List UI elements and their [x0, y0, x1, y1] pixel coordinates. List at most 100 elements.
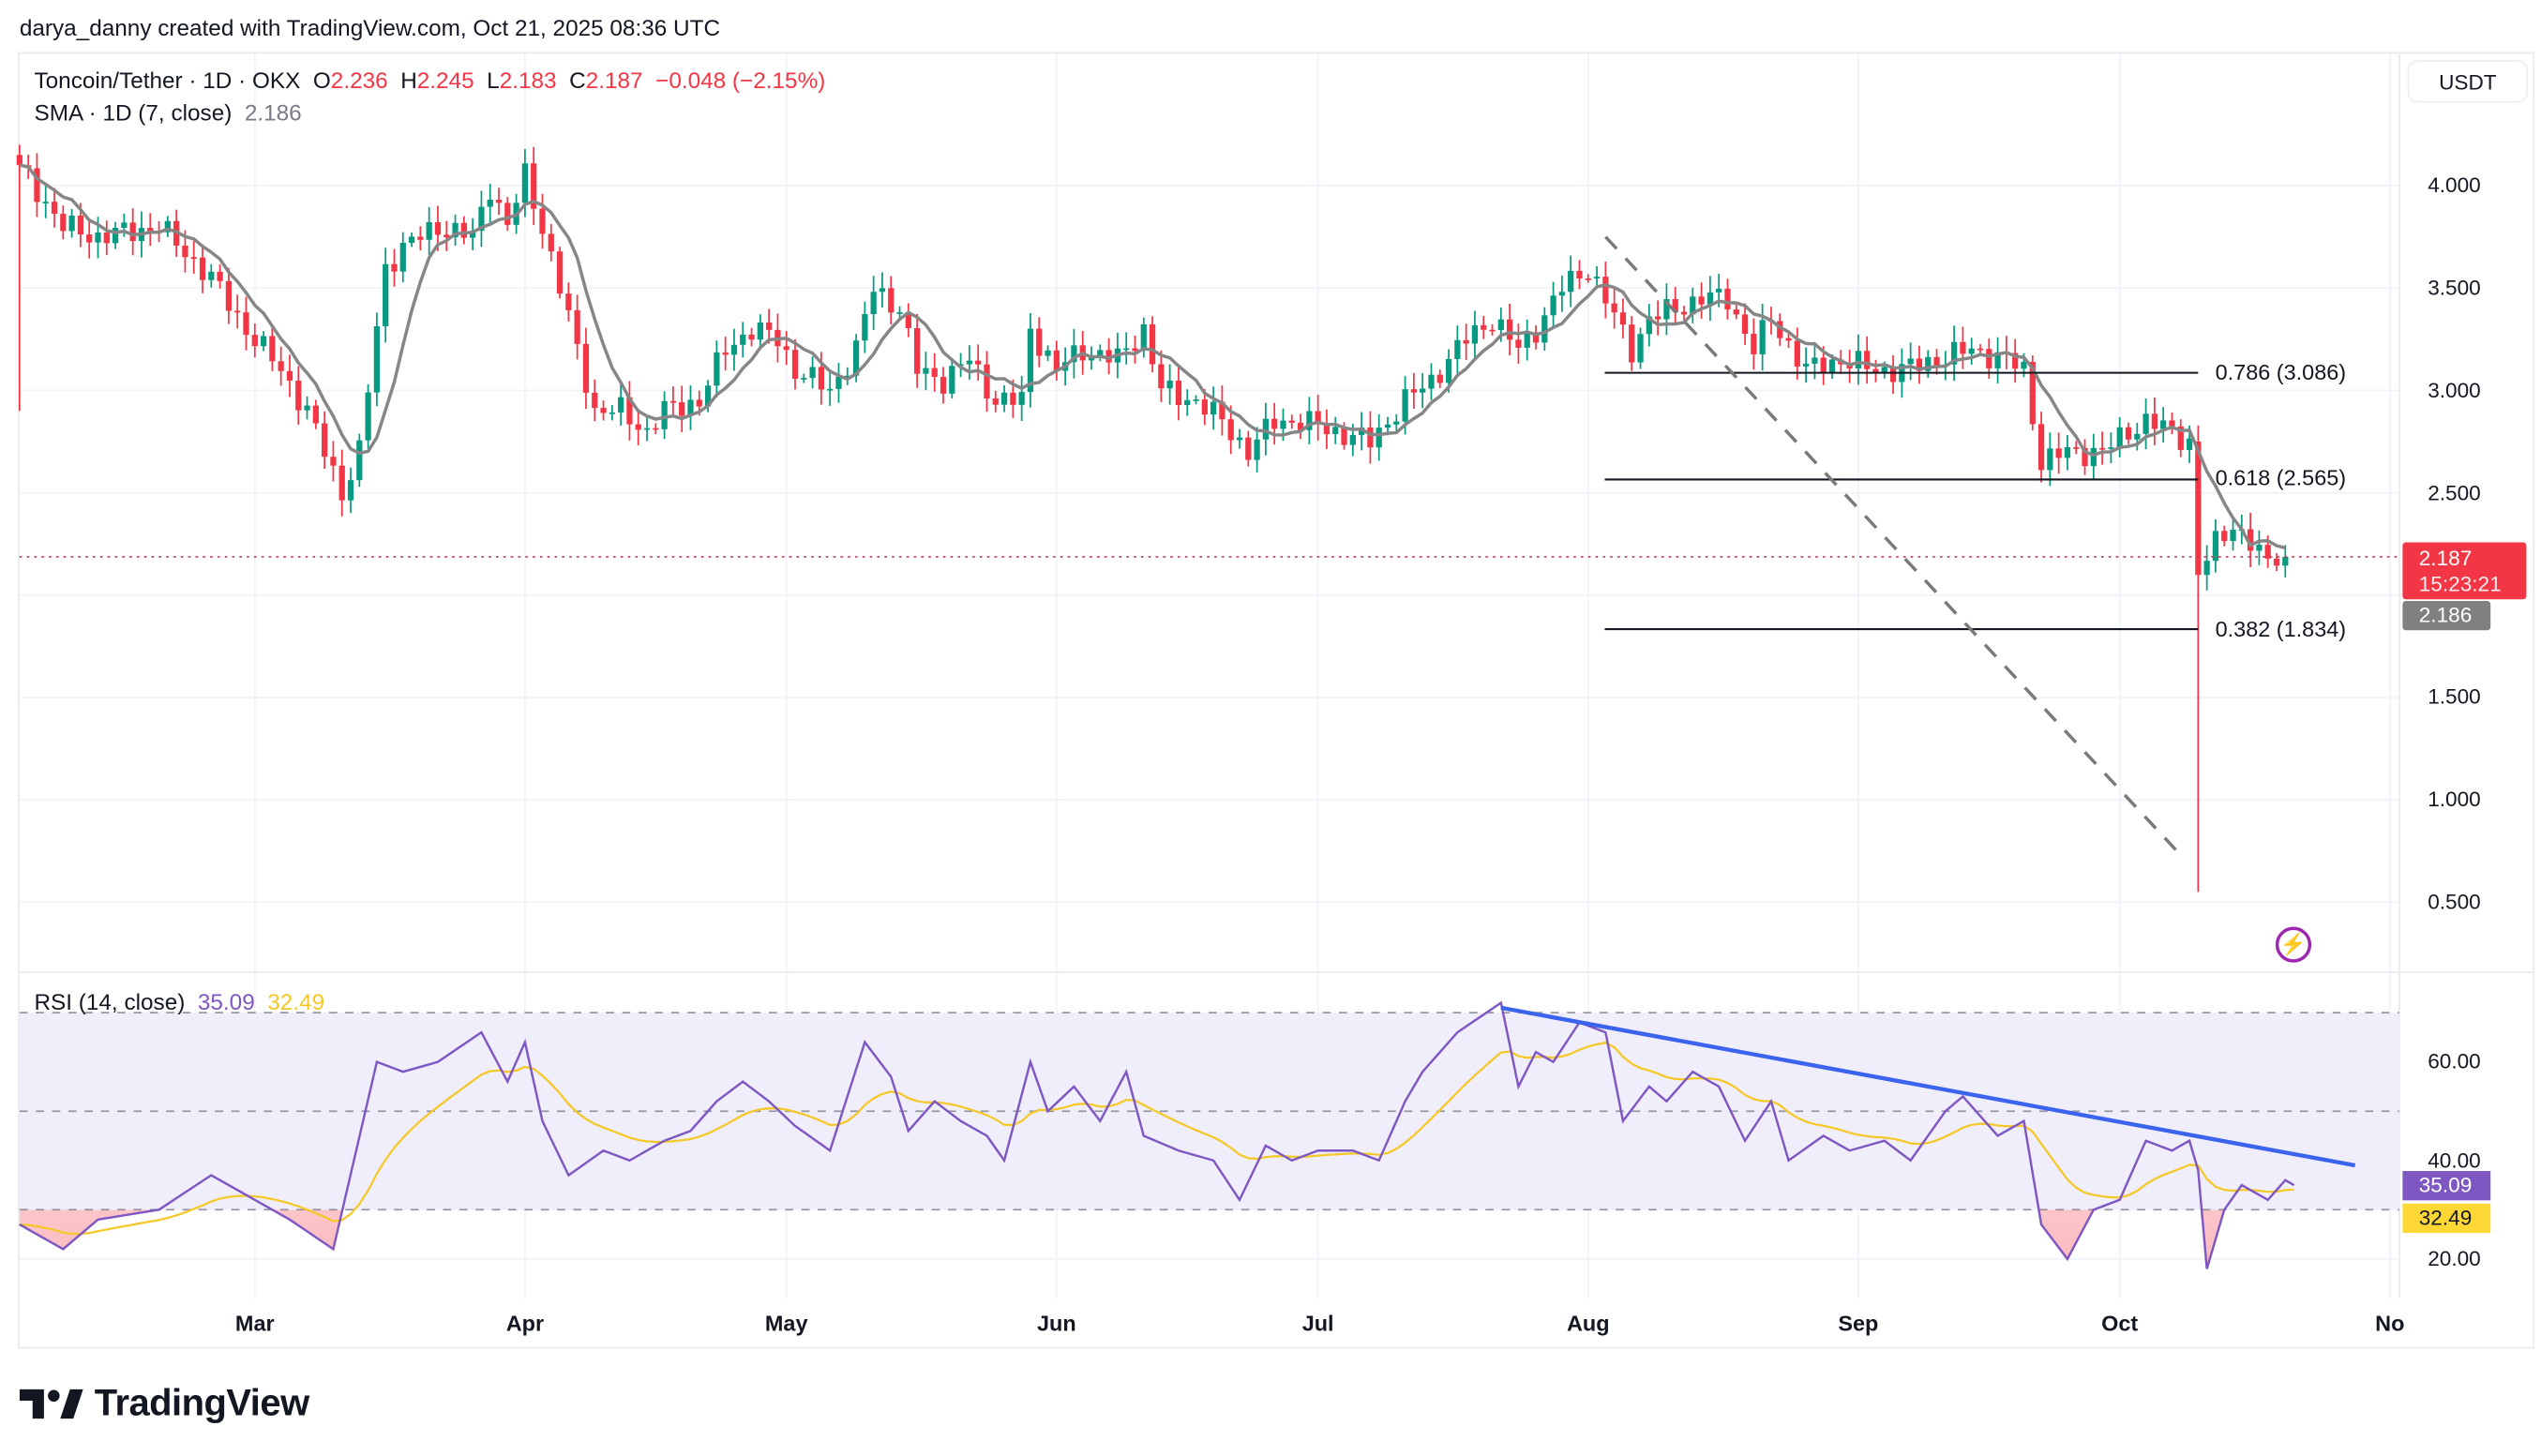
candles [16, 144, 2289, 893]
candle-body [1611, 303, 1617, 313]
candle-body [1306, 411, 1313, 430]
symbol-name[interactable]: Toncoin/Tether · 1D · OKX [34, 67, 301, 94]
candle-body [1960, 341, 1966, 354]
time-tick-label: Jun [1036, 1311, 1076, 1336]
candle-body [1506, 319, 1513, 340]
candle-body [1759, 320, 1766, 354]
last-price-tag: 2.187 15:23:21 [2402, 542, 2527, 600]
candle-body [870, 292, 877, 315]
candle-body [2037, 424, 2045, 471]
sma-value: 2.186 [244, 98, 302, 126]
candle-body [322, 423, 328, 458]
candle-body [1367, 427, 1374, 448]
lightning-icon[interactable]: ⚡ [2275, 926, 2312, 963]
candle-body [669, 400, 677, 403]
candle-body [1550, 295, 1556, 316]
candle-body [626, 397, 633, 425]
candle-body [129, 222, 136, 242]
candle-body [1986, 349, 1992, 368]
candle-body [679, 401, 685, 416]
candle-body [2160, 420, 2167, 429]
candle-body [286, 370, 293, 381]
candle-body [278, 361, 284, 371]
sma-legend[interactable]: SMA · 1D (7, close) 2.186 [34, 99, 301, 126]
time-tick-label: Jul [1301, 1311, 1334, 1336]
candle-body [1184, 399, 1191, 406]
low-value: 2.183 [499, 67, 557, 94]
candle-body [434, 222, 442, 235]
candle-body [243, 312, 249, 336]
candle-body [1036, 328, 1043, 356]
price-tick-label: 2.500 [2428, 479, 2481, 504]
fib-label-0618: 0.618 (2.565) [2215, 465, 2347, 490]
candle-body [1489, 329, 1496, 332]
candle-body [34, 168, 40, 203]
open-value: 2.236 [330, 67, 388, 94]
time-tick-label: Mar [234, 1311, 275, 1336]
change-value: −0.048 (−2.15%) [655, 67, 826, 94]
candle-body [487, 200, 493, 207]
candle-body [408, 236, 415, 244]
candle-body [199, 257, 206, 280]
candle-body [931, 368, 938, 378]
candle-body [1254, 439, 1260, 460]
candle-body [103, 233, 110, 244]
candle-body [1262, 418, 1270, 440]
candle-body [888, 288, 895, 313]
candle-body [635, 424, 641, 430]
bar-countdown: 15:23:21 [2418, 571, 2502, 596]
candle-body [1977, 348, 1984, 351]
candle-body [2073, 447, 2080, 449]
candle-body [1132, 348, 1138, 352]
candle-body [1593, 277, 1601, 279]
candle-body [801, 378, 807, 380]
candle-body [312, 405, 319, 424]
candle-body [51, 202, 58, 215]
candle-body [1097, 350, 1104, 356]
candle-body [1341, 427, 1347, 445]
candle-body [365, 392, 371, 441]
candle-body [1315, 411, 1321, 425]
candle-body [1968, 348, 1975, 354]
candle-body [373, 325, 381, 393]
sma-line [19, 163, 2286, 550]
candle-body [1210, 401, 1217, 415]
candle-body [347, 480, 354, 501]
candle-body [949, 366, 955, 394]
candle-body [383, 263, 389, 326]
fib-label-0786: 0.786 (3.086) [2215, 359, 2347, 384]
candle-body [1785, 338, 1792, 341]
candle-body [182, 245, 188, 258]
candle-body [1733, 309, 1739, 315]
credit-line: darya_danny created with TradingView.com… [19, 14, 721, 41]
candle-body [68, 215, 75, 232]
candle-body [1349, 434, 1356, 445]
candle-body [295, 380, 302, 411]
high-label: H [400, 67, 417, 94]
candle-body [531, 163, 537, 209]
candle-body [1053, 350, 1060, 371]
candle-body [338, 465, 345, 501]
candle-body [852, 340, 860, 376]
rsi-tick-label: 20.00 [2428, 1245, 2481, 1271]
candle-body [618, 397, 624, 413]
candle-body [444, 234, 450, 238]
tradingview-logo[interactable]: TradingView [19, 1381, 309, 1425]
candle-body [1123, 348, 1130, 351]
sma-label: SMA · 1D (7, close) [34, 98, 233, 126]
candle-body [495, 200, 503, 203]
rsi-legend[interactable]: RSI (14, close) 35.09 32.49 [34, 988, 324, 1014]
candle-body [1690, 296, 1696, 315]
tradingview-logo-text: TradingView [94, 1381, 309, 1424]
candle-body [1245, 437, 1252, 460]
candle-body [2230, 530, 2236, 542]
candle-body [2282, 556, 2289, 566]
candle-body [757, 323, 763, 340]
candle-body [1410, 389, 1418, 393]
candle-body [1619, 312, 1627, 325]
candle-body [1568, 270, 1574, 293]
candle-body [2021, 361, 2027, 369]
candle-body [112, 228, 119, 244]
currency-button[interactable]: USDT [2407, 60, 2529, 103]
